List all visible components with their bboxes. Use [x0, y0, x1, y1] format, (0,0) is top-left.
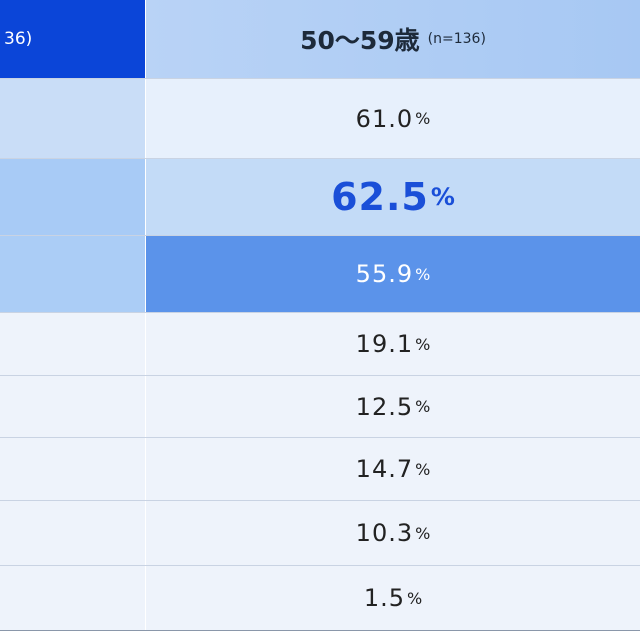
row-left-cell: [0, 376, 145, 437]
value: 55.9: [355, 260, 414, 288]
unit: %: [415, 397, 431, 416]
row-separator: [0, 375, 640, 376]
value-cell: 55.9%: [146, 236, 640, 312]
row-left-cell: [0, 566, 145, 630]
unit: %: [415, 523, 431, 543]
row-left-cell: [0, 438, 145, 500]
row-left-cell: [0, 159, 145, 235]
unit: %: [415, 334, 431, 354]
row-separator: [0, 630, 640, 631]
value: 12.5: [355, 392, 414, 421]
value: 61.0: [355, 104, 414, 133]
unit: %: [406, 588, 423, 608]
value-cell: 19.1%: [146, 313, 640, 375]
header-title: 50〜59歳: [300, 26, 420, 55]
value: 62.5: [331, 175, 429, 219]
row-separator: [0, 235, 640, 236]
value-cell: 61.0%: [146, 79, 640, 158]
value-cell: 10.3%: [146, 501, 640, 565]
row-separator: [0, 158, 640, 159]
value-cell: 62.5%: [146, 159, 640, 235]
header-right: 50〜59歳 (n=136): [146, 0, 640, 78]
value-cell: 12.5%: [146, 376, 640, 437]
value: 14.7: [355, 455, 414, 483]
value: 19.1: [355, 330, 414, 358]
header-n: (n=136): [427, 31, 486, 47]
row-left-cell: [0, 501, 145, 565]
unit: %: [415, 109, 431, 128]
value-cell: 14.7%: [146, 438, 640, 500]
header-left: 36): [0, 0, 145, 78]
unit: %: [415, 459, 431, 479]
value-cell: 1.5%: [146, 566, 640, 630]
row-separator: [0, 565, 640, 566]
row-left-cell: [0, 313, 145, 375]
value: 1.5: [363, 584, 405, 612]
value: 10.3: [355, 519, 414, 547]
row-left-cell: [0, 79, 145, 158]
row-left-cell: [0, 236, 145, 312]
header-left-text: 36): [4, 29, 33, 49]
row-separator: [0, 437, 640, 438]
unit: %: [430, 183, 455, 211]
row-separator: [0, 78, 640, 79]
row-separator: [0, 500, 640, 501]
unit: %: [415, 264, 431, 284]
row-separator: [0, 312, 640, 313]
